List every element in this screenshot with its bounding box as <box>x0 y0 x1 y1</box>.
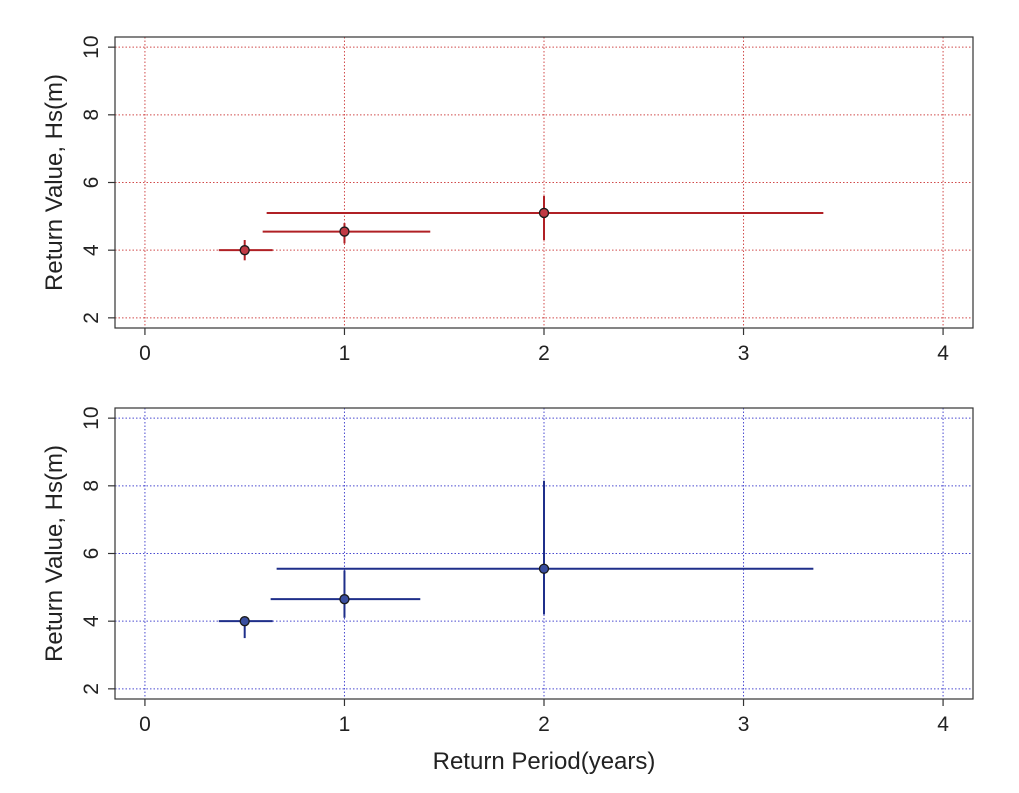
y-tick-label: 4 <box>80 615 103 627</box>
y-tick-label: 10 <box>80 406 103 429</box>
x-tick-label: 0 <box>139 342 151 365</box>
y-tick-label: 2 <box>80 312 103 324</box>
data-point <box>538 207 550 219</box>
y-tick-label: 6 <box>80 177 103 189</box>
data-point <box>239 616 250 627</box>
y-tick-label: 2 <box>80 683 103 695</box>
data-point <box>538 563 550 574</box>
x-tick-label: 4 <box>937 713 949 736</box>
x-tick-label: 2 <box>538 342 550 365</box>
data-point <box>339 594 350 605</box>
y-axis-label: Return Value, Hs(m) <box>41 445 68 662</box>
top-panel: 0 1 2 3 4 2 4 6 8 10 Return Value, Hs(m) <box>41 35 974 365</box>
data-point <box>339 226 350 237</box>
y-tick-label: 4 <box>80 244 103 256</box>
y-tick-label: 8 <box>80 109 103 121</box>
x-tick-label: 1 <box>339 713 351 736</box>
bottom-panel: 0 1 2 3 4 2 4 6 8 10 Return Value, Hs(m) Return Per… <box>41 406 974 775</box>
x-tick-label: 1 <box>339 342 351 365</box>
data-point <box>239 245 250 256</box>
x-tick-label: 0 <box>139 713 151 736</box>
x-tick-label: 3 <box>738 713 750 736</box>
y-tick-label: 10 <box>80 35 103 58</box>
y-tick-label: 8 <box>80 480 103 492</box>
x-axis-label: Return Period(years) <box>433 748 656 775</box>
y-axis-label: Return Value, Hs(m) <box>41 74 68 291</box>
y-tick-label: 6 <box>80 548 103 560</box>
x-tick-label: 4 <box>937 342 949 365</box>
x-tick-label: 2 <box>538 713 550 736</box>
x-tick-label: 3 <box>738 342 750 365</box>
